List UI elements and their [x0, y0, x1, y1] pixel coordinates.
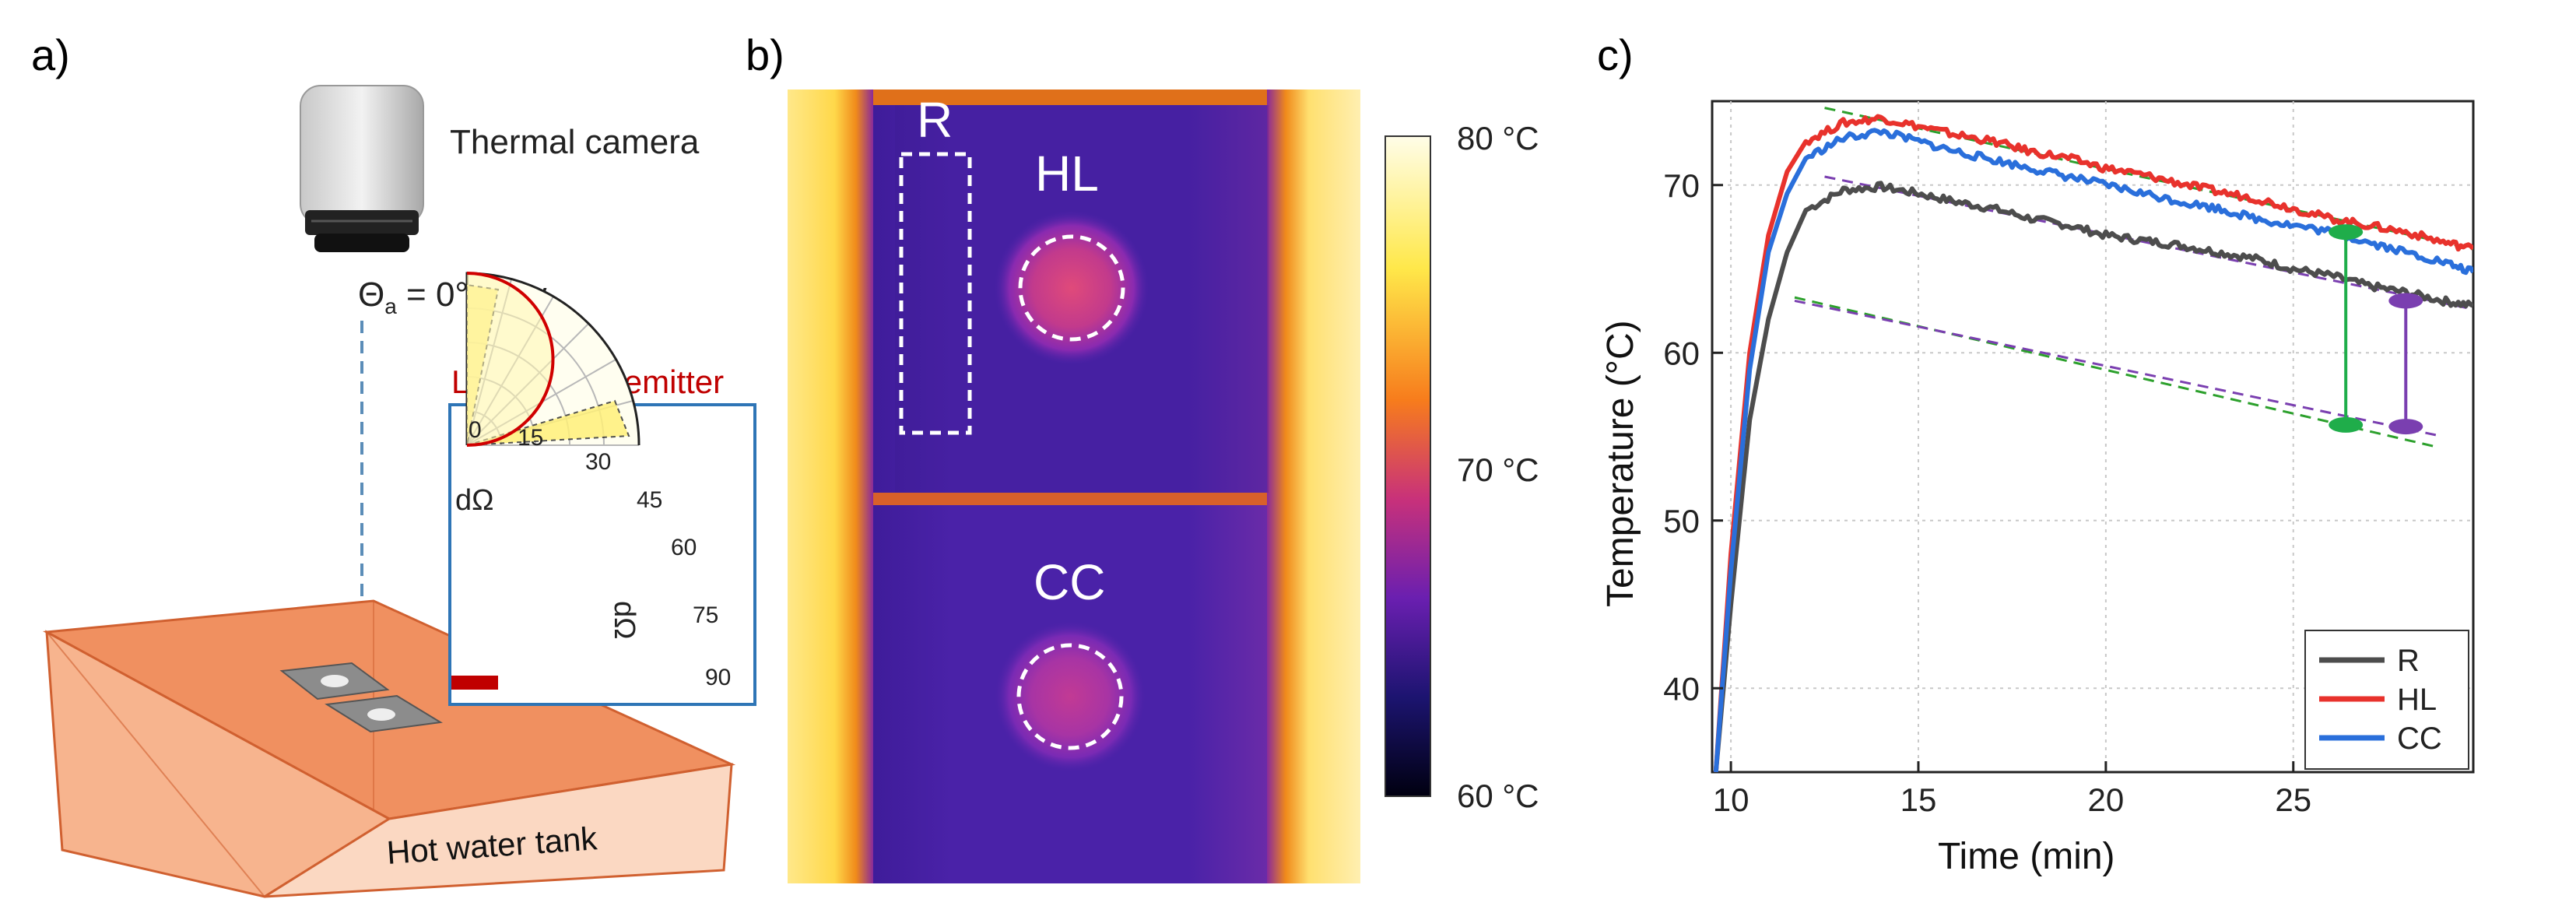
- angle-tick: 90: [705, 665, 731, 690]
- polar-diagram: [451, 272, 640, 690]
- region-cc-outline: [1016, 643, 1124, 750]
- legend-label: R: [2397, 644, 2420, 678]
- y-tick-label: 40: [1663, 670, 1700, 707]
- angle-tick: 30: [585, 449, 611, 475]
- axis-ticks: 10 15 20 25 40 50 60 70: [1663, 167, 2311, 818]
- fit-line: [1824, 107, 2473, 251]
- panel-b-label: b): [746, 30, 784, 79]
- x-tick-label: 20: [2088, 781, 2125, 818]
- x-axis-label: Time (min): [1938, 836, 2115, 877]
- marker-cap-bottom: [2329, 416, 2364, 433]
- colorbar: [1385, 135, 1431, 797]
- legend: R HL CC: [2304, 630, 2469, 770]
- x-tick-label: 10: [1713, 781, 1750, 818]
- angle-ticks: 0 15 30 45 60 75 90: [469, 417, 731, 690]
- thermal-image: [788, 90, 1360, 883]
- sample-plates: [279, 662, 443, 733]
- marker-cap-top: [2329, 224, 2364, 241]
- fit-line: [1794, 299, 2437, 437]
- camera-label: Thermal camera: [450, 123, 700, 161]
- d-omega-label-top: dΩ: [455, 484, 494, 517]
- y-tick-label: 50: [1663, 503, 1700, 539]
- series-line-hl: [1713, 114, 2473, 772]
- thermal-camera-icon: [300, 85, 424, 252]
- panel-b: b) R HL CC 80 °C 70 °C 60 °C: [746, 30, 1539, 883]
- region-hl-label: HL: [1035, 146, 1099, 202]
- panel-c-label: c): [1597, 30, 1634, 79]
- angle-tick: 45: [637, 487, 662, 513]
- angle-tick: 75: [693, 602, 718, 628]
- legend-label: HL: [2397, 683, 2437, 717]
- colorbar-min-label: 60 °C: [1457, 778, 1539, 814]
- region-r-label: R: [917, 92, 953, 148]
- y-axis-label: Temperature (°C): [1600, 320, 1641, 607]
- y-tick-label: 70: [1663, 167, 1700, 204]
- panel-a: a) Thermal camera Θa = 0° view Hot water…: [31, 30, 756, 898]
- region-r-outline: [899, 152, 972, 435]
- marker-cap-top: [2388, 293, 2423, 309]
- series-line-r: [1713, 181, 2473, 772]
- panel-a-label: a): [31, 30, 70, 79]
- marker-cap-bottom: [2388, 419, 2423, 435]
- d-omega-label-side: dΩ: [608, 601, 640, 640]
- legend-label: CC: [2397, 722, 2442, 756]
- panel-c: c) 10 15 20 25 40 50 60 70 Time (min) Temperatu…: [1597, 30, 2475, 877]
- emitter-inset: [448, 403, 756, 706]
- gridlines: [1712, 101, 2473, 772]
- markers: [2329, 224, 2423, 435]
- angle-tick: 60: [671, 535, 697, 560]
- x-tick-label: 15: [1900, 781, 1937, 818]
- emitter-base: [451, 676, 498, 690]
- colorbar-max-label: 80 °C: [1457, 120, 1539, 156]
- angle-tick: 0: [469, 417, 482, 443]
- colorbar-mid-label: 70 °C: [1457, 451, 1539, 488]
- region-hl-outline: [1018, 234, 1125, 342]
- angle-tick: 15: [518, 425, 543, 451]
- region-cc-label: CC: [1034, 554, 1105, 610]
- x-tick-label: 25: [2275, 781, 2311, 818]
- y-tick-label: 60: [1663, 335, 1700, 371]
